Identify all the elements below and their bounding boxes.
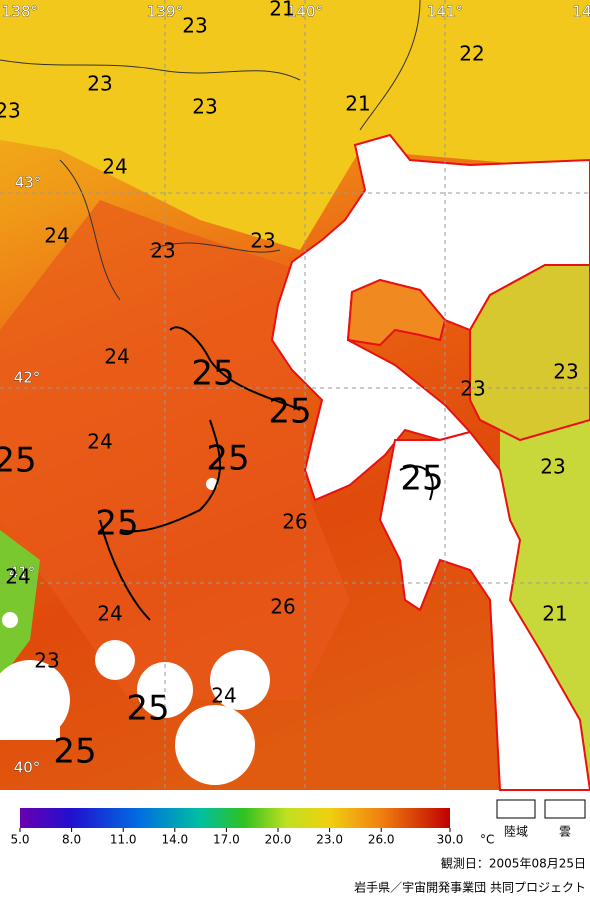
contour-label: 24 bbox=[44, 224, 69, 248]
contour-label: 21 bbox=[542, 602, 567, 626]
contour-label: 23 bbox=[540, 455, 565, 479]
legend-label: 雲 bbox=[559, 825, 571, 839]
tick-label: 23.0 bbox=[316, 833, 343, 847]
legend-swatch bbox=[544, 799, 586, 819]
land bbox=[378, 430, 590, 791]
contour-label: 24 bbox=[5, 565, 30, 589]
legend-swatch bbox=[496, 799, 536, 819]
contour-label: 24 bbox=[87, 430, 112, 454]
graticule bbox=[0, 0, 590, 790]
contour-label: 26 bbox=[270, 595, 295, 619]
latitude-label: 41° bbox=[9, 564, 36, 582]
contour-label: 24 bbox=[211, 684, 236, 708]
contour-label: 25 bbox=[126, 689, 169, 729]
peninsula bbox=[346, 278, 447, 347]
longitude-label: 14 bbox=[572, 3, 590, 21]
longitude-label: 138° bbox=[2, 3, 38, 21]
tick-label: 26.0 bbox=[368, 833, 395, 847]
unit: °C bbox=[480, 833, 494, 847]
contour-label: 23 bbox=[0, 99, 21, 123]
observation-date: 観測日：2005年08月25日 bbox=[441, 857, 586, 871]
cool-west bbox=[0, 530, 40, 680]
cloud bbox=[210, 650, 270, 710]
colorbar-ticks: 5.0 8.0 11.0 14.0 17.0 20.0 23.0 26.0 30.0 bbox=[10, 828, 463, 847]
contour-label: 21 bbox=[345, 92, 370, 116]
longitude-label: 141° bbox=[427, 3, 463, 21]
contour-label: 25 bbox=[53, 732, 96, 772]
contour-label: 24 bbox=[102, 155, 127, 179]
contour-label: 25 bbox=[206, 439, 249, 479]
map-labels: 138° 139° 140° 141° 14 43° 42° 41° 40° 23 21 22 23 23… bbox=[0, 0, 590, 777]
tick-label: 20.0 bbox=[265, 833, 292, 847]
cloud bbox=[0, 700, 60, 740]
latitude-label: 42° bbox=[14, 369, 41, 387]
credit: 岩手県／宇宙開発事業団 共同プロジェクト bbox=[354, 880, 586, 895]
contour-label: 23 bbox=[553, 360, 578, 384]
contour-label: 21 bbox=[269, 0, 294, 21]
contour-label: 25 bbox=[0, 441, 37, 481]
latitude-label: 40° bbox=[14, 759, 41, 777]
cloud bbox=[95, 640, 135, 680]
color-scale bbox=[20, 808, 450, 828]
contour-label: 26 bbox=[282, 510, 307, 534]
latitude-label: 43° bbox=[15, 174, 42, 192]
longitude-label: 139° bbox=[147, 3, 183, 21]
contour-label: 24 bbox=[104, 345, 129, 369]
longitude-label: 140° bbox=[287, 3, 323, 21]
contour-line bbox=[0, 0, 421, 301]
contour-label: 23 bbox=[150, 239, 175, 263]
map-area bbox=[0, 0, 590, 791]
contour-label: 23 bbox=[34, 649, 59, 673]
tick-label: 30.0 bbox=[437, 833, 464, 847]
contour-label: 22 bbox=[459, 42, 484, 66]
contour-line bbox=[99, 326, 434, 621]
contour-label: 24 bbox=[97, 602, 122, 626]
contour-label: 25 bbox=[191, 354, 234, 394]
clouds bbox=[0, 478, 270, 785]
legend-label: 陸域 bbox=[504, 825, 528, 839]
tick-label: 5.0 bbox=[10, 833, 29, 847]
contour-label: 23 bbox=[182, 14, 207, 38]
contour-label: 23 bbox=[250, 229, 275, 253]
cloud bbox=[2, 612, 18, 628]
tick-label: 14.0 bbox=[161, 833, 188, 847]
tick-label: 11.0 bbox=[110, 833, 137, 847]
peninsula bbox=[469, 264, 590, 442]
contour-label: 25 bbox=[95, 504, 138, 544]
cloud bbox=[175, 705, 255, 785]
contour-label: 23 bbox=[192, 95, 217, 119]
tick-label: 8.0 bbox=[62, 833, 81, 847]
contour-label: 23 bbox=[87, 72, 112, 96]
contour-label: 25 bbox=[268, 392, 311, 432]
tick-label: 17.0 bbox=[213, 833, 240, 847]
warm-core bbox=[0, 200, 350, 700]
warm-north bbox=[0, 0, 590, 250]
contour-label: 23 bbox=[460, 377, 485, 401]
contour-label: 25 bbox=[400, 459, 443, 499]
